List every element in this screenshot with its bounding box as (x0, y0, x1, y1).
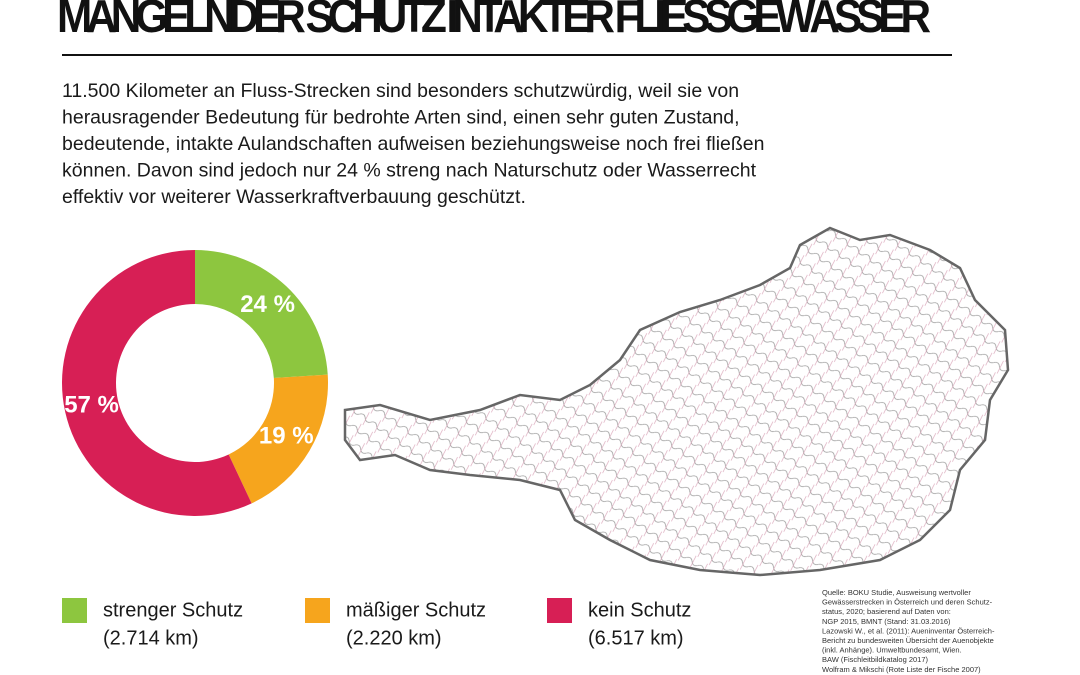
value-label: 19 % (259, 422, 314, 449)
value-label: 24 % (240, 291, 295, 318)
austria-outline (343, 226, 1010, 577)
legend-swatch (547, 598, 572, 623)
source-line: Gewässerstrecken in Österreich und deren… (822, 598, 993, 607)
legend-label: kein Schutz (588, 599, 691, 621)
source-line: Wolfram & Mikschi (Rote Liste der Fische… (822, 665, 981, 674)
intro-line: herausragender Bedeutung für bedrohte Ar… (62, 107, 740, 129)
intro-line: bedeutende, intakte Aulandschaften aufwe… (62, 133, 765, 155)
title: MANGELNDER SCHUTZ INTAKTER FLIESSGEWÄSSE… (57, 0, 931, 43)
source-line: Bericht zu bundesweiten Übersicht der Au… (822, 636, 994, 645)
donut-segment (62, 250, 252, 516)
donut-segment (195, 250, 328, 379)
donut-segment (228, 374, 328, 504)
legend-detail: (2.714 km) (103, 627, 199, 649)
intro-line: können. Davon sind jedoch nur 24 % stren… (62, 160, 757, 182)
source-line: status, 2020; basierend auf Daten von: (822, 607, 951, 616)
source-line: BAW (Fischleitbildkatalog 2017) (822, 655, 929, 664)
legend-swatch (62, 598, 87, 623)
map (343, 226, 1010, 577)
source-line: Quelle: BOKU Studie, Ausweisung wertvoll… (822, 588, 971, 597)
donut-chart: 24 % 19 % 57 % (62, 250, 328, 516)
intro: 11.500 Kilometer an Fluss-Strecken sind … (62, 80, 765, 208)
source-note: Quelle: BOKU Studie, Ausweisung wertvoll… (822, 588, 995, 674)
intro-line: effektiv vor weiterer Wasserkraftverbauu… (62, 186, 526, 208)
legend-detail: (6.517 km) (588, 627, 684, 649)
legend-label: strenger Schutz (103, 599, 243, 621)
source-line: NGP 2015, BMNT (Stand: 31.03.2016) (822, 617, 951, 626)
legend-swatch (305, 598, 330, 623)
legend-label: mäßiger Schutz (346, 599, 486, 621)
value-label: 57 % (64, 391, 119, 418)
intro-line: 11.500 Kilometer an Fluss-Strecken sind … (62, 80, 739, 102)
legend-detail: (2.220 km) (346, 627, 442, 649)
source-line: (inkl. Anhänge). Umweltbundesamt, Wien. (822, 646, 962, 655)
source-line: Lazowski W., et al. (2011): Aueninventar… (822, 626, 995, 635)
legend: strenger Schutz (2.714 km) mäßiger Schutz (… (62, 598, 691, 649)
